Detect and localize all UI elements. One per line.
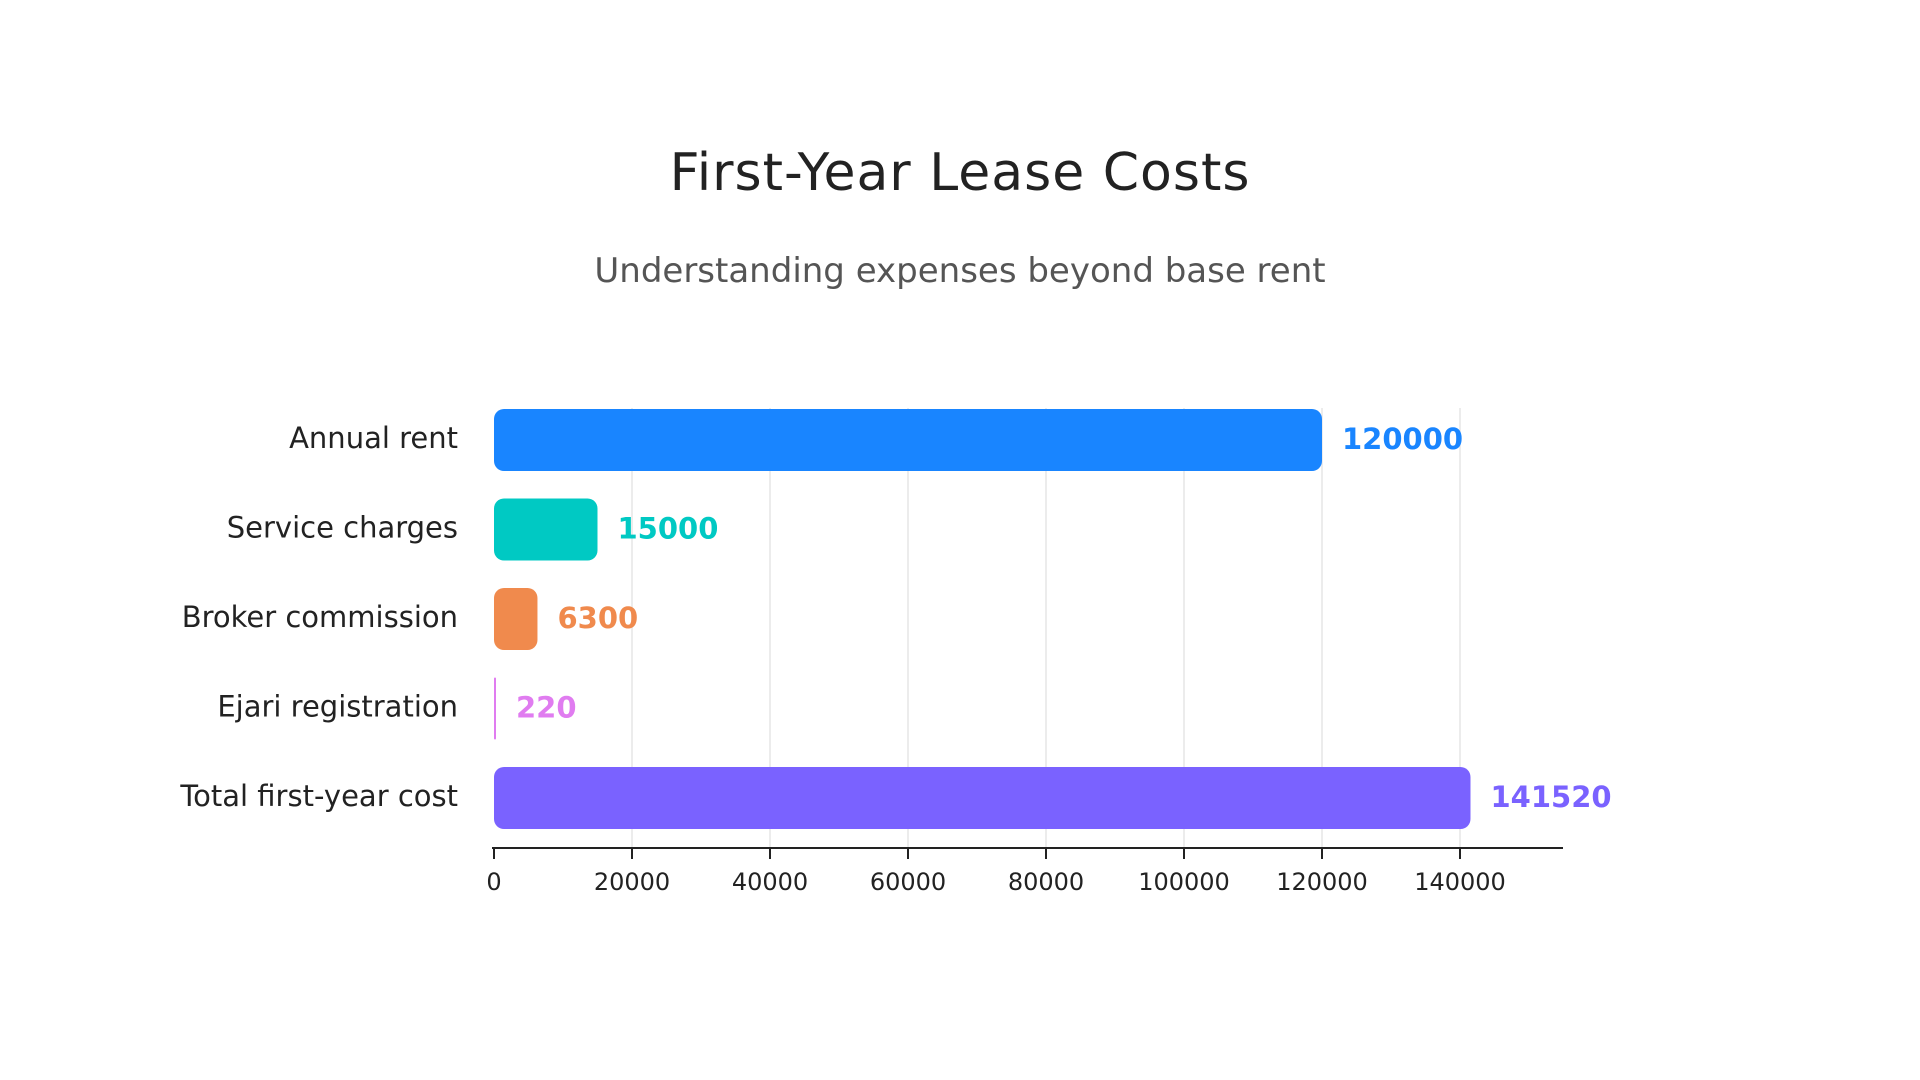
value-label: 6300	[557, 601, 638, 635]
value-label: 220	[516, 691, 577, 725]
category-label: Broker commission	[182, 600, 458, 634]
category-label: Ejari registration	[217, 690, 458, 724]
chart-subtitle: Understanding expenses beyond base rent	[594, 251, 1326, 291]
x-tick-label: 100000	[1138, 868, 1230, 896]
x-tick-label: 60000	[870, 868, 946, 896]
bar-4	[494, 767, 1471, 829]
value-label: 15000	[618, 512, 719, 546]
x-tick-label: 120000	[1276, 868, 1368, 896]
bar-0	[494, 409, 1322, 471]
bar-2	[494, 588, 538, 650]
x-tick-label: 140000	[1414, 868, 1506, 896]
bar-1	[494, 498, 598, 561]
bars	[494, 409, 1471, 829]
labels: 120000 Annual rent 15000 Service charges 630…	[179, 421, 1611, 814]
x-tick-label: 80000	[1008, 868, 1084, 896]
x-axis: 0 20000 40000 60000 80000 100000 120000 140000	[486, 847, 1563, 896]
category-label: Total first-year cost	[179, 779, 458, 813]
value-label: 141520	[1490, 780, 1611, 814]
value-label: 120000	[1342, 422, 1463, 456]
x-tick-label: 0	[486, 868, 501, 896]
x-tick-label: 40000	[732, 868, 808, 896]
x-tick-label: 20000	[594, 868, 670, 896]
category-label: Service charges	[227, 511, 458, 545]
bar-3	[494, 677, 496, 740]
category-label: Annual rent	[289, 421, 458, 455]
chart-title: First-Year Lease Costs	[669, 143, 1251, 203]
